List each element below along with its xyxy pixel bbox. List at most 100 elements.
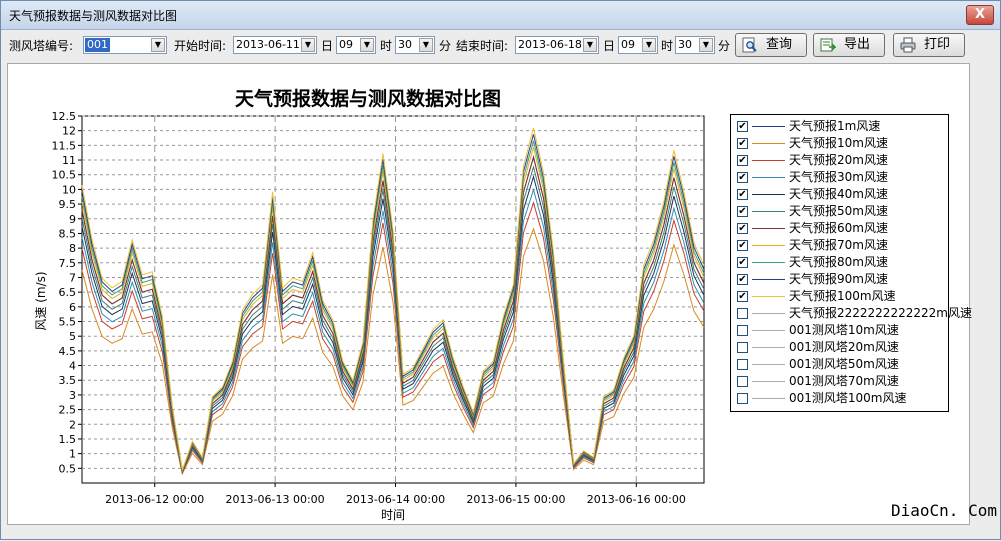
legend-swatch — [752, 211, 785, 212]
start-day-label: 日 — [321, 39, 334, 53]
legend-label: 天气预报90m风速 — [789, 272, 888, 286]
legend-item[interactable]: 001测风塔10m风速 — [731, 322, 948, 339]
query-button[interactable]: 查询 — [735, 33, 807, 57]
legend-swatch — [752, 347, 785, 348]
legend-checkbox[interactable] — [737, 393, 748, 404]
legend-checkbox[interactable]: ✔ — [737, 121, 748, 132]
end-date-picker[interactable]: 2013-06-18 ▼ — [515, 36, 599, 54]
grid-lines — [82, 115, 704, 483]
legend-label: 天气预报100m风速 — [789, 289, 896, 303]
legend-swatch — [752, 279, 785, 280]
legend-checkbox[interactable] — [737, 342, 748, 353]
start-date-picker[interactable]: 2013-06-11 ▼ — [233, 36, 317, 54]
chevron-down-icon[interactable]: ▼ — [699, 38, 713, 52]
start-minute-select[interactable]: 30 ▼ — [395, 36, 435, 54]
legend-item[interactable]: 天气预报2222222222222m风速 — [731, 305, 972, 322]
legend-item[interactable]: ✔ 天气预报20m风速 — [731, 152, 948, 169]
printer-icon — [900, 37, 916, 53]
legend-item[interactable]: ✔ 天气预报80m风速 — [731, 254, 948, 271]
y-tick-label: 12.5 — [52, 110, 77, 123]
legend-label: 天气预报60m风速 — [789, 221, 888, 235]
legend-swatch — [752, 330, 785, 331]
legend-swatch — [752, 381, 785, 382]
series-layer — [81, 127, 705, 476]
y-axis-label: 风速 (m/s) — [34, 271, 48, 330]
legend-checkbox[interactable]: ✔ — [737, 240, 748, 251]
legend-label: 001测风塔100m风速 — [789, 391, 907, 405]
legend-label: 001测风塔50m风速 — [789, 357, 899, 371]
query-label: 查询 — [766, 37, 793, 52]
chevron-down-icon[interactable]: ▼ — [301, 38, 315, 52]
y-tick-label: 9.5 — [59, 198, 77, 211]
legend-label: 001测风塔70m风速 — [789, 374, 899, 388]
y-tick-label: 5.5 — [59, 316, 77, 329]
export-button[interactable]: 导出 — [813, 33, 885, 57]
y-tick-label: 10 — [62, 183, 76, 196]
legend-checkbox[interactable] — [737, 308, 748, 319]
legend-item[interactable]: 001测风塔50m风速 — [731, 356, 948, 373]
end-minute-value: 30 — [678, 38, 692, 51]
legend-checkbox[interactable]: ✔ — [737, 155, 748, 166]
tower-select[interactable]: 001 ▼ — [83, 36, 167, 54]
chevron-down-icon[interactable]: ▼ — [360, 38, 374, 52]
window-title: 天气预报数据与测风数据对比图 — [9, 9, 178, 23]
end-minute-select[interactable]: 30 ▼ — [675, 36, 715, 54]
legend-item[interactable]: ✔ 天气预报90m风速 — [731, 271, 948, 288]
legend-checkbox[interactable]: ✔ — [737, 206, 748, 217]
legend-checkbox[interactable]: ✔ — [737, 223, 748, 234]
y-tick-label: 6 — [69, 301, 76, 314]
legend-checkbox[interactable]: ✔ — [737, 138, 748, 149]
legend-checkbox[interactable] — [737, 359, 748, 370]
export-icon — [820, 38, 836, 52]
legend-checkbox[interactable] — [737, 376, 748, 387]
tower-label: 测风塔编号: — [9, 39, 74, 53]
legend-checkbox[interactable]: ✔ — [737, 172, 748, 183]
legend-item[interactable]: ✔ 天气预报40m风速 — [731, 186, 948, 203]
legend-item[interactable]: ✔ 天气预报70m风速 — [731, 237, 948, 254]
y-tick-label: 12 — [62, 125, 76, 138]
legend-swatch — [752, 177, 785, 178]
print-label: 打印 — [924, 37, 951, 52]
title-bar[interactable]: 天气预报数据与测风数据对比图 X — [1, 1, 1000, 30]
legend-item[interactable]: 001测风塔70m风速 — [731, 373, 948, 390]
legend-item[interactable]: ✔ 天气预报100m风速 — [731, 288, 948, 305]
legend-swatch — [752, 296, 785, 297]
close-button[interactable]: X — [966, 5, 994, 25]
legend-label: 天气预报50m风速 — [789, 204, 888, 218]
legend-checkbox[interactable] — [737, 325, 748, 336]
series-line-10 — [81, 127, 705, 471]
legend-checkbox[interactable]: ✔ — [737, 257, 748, 268]
legend-item[interactable]: 001测风塔100m风速 — [731, 390, 948, 407]
y-tick-label: 5 — [69, 330, 76, 343]
end-hour-label: 时 — [661, 39, 674, 53]
end-minute-label: 分 — [718, 39, 731, 53]
legend-item[interactable]: ✔ 天气预报50m风速 — [731, 203, 948, 220]
legend-item[interactable]: ✔ 天气预报30m风速 — [731, 169, 948, 186]
chevron-down-icon[interactable]: ▼ — [642, 38, 656, 52]
y-tick-label: 8 — [69, 242, 76, 255]
legend-checkbox[interactable]: ✔ — [737, 291, 748, 302]
legend-item[interactable]: 001测风塔20m风速 — [731, 339, 948, 356]
y-tick-label: 4.5 — [59, 345, 77, 358]
legend-item[interactable]: ✔ 天气预报10m风速 — [731, 135, 948, 152]
legend-label: 天气预报70m风速 — [789, 238, 888, 252]
chevron-down-icon[interactable]: ▼ — [419, 38, 433, 52]
start-hour-value: 09 — [339, 38, 353, 51]
end-hour-select[interactable]: 09 ▼ — [618, 36, 658, 54]
chevron-down-icon[interactable]: ▼ — [151, 38, 165, 52]
legend-checkbox[interactable]: ✔ — [737, 189, 748, 200]
end-time-label: 结束时间: — [456, 39, 509, 53]
legend-label: 天气预报20m风速 — [789, 153, 888, 167]
x-tick-label: 2013-06-15 00:00 — [466, 493, 565, 506]
legend-item[interactable]: ✔ 天气预报60m风速 — [731, 220, 948, 237]
start-time-label: 开始时间: — [174, 39, 227, 53]
legend-checkbox[interactable]: ✔ — [737, 274, 748, 285]
x-tick-label: 2013-06-12 00:00 — [105, 493, 204, 506]
start-hour-select[interactable]: 09 ▼ — [336, 36, 376, 54]
end-day-label: 日 — [603, 39, 616, 53]
print-button[interactable]: 打印 — [893, 33, 965, 57]
chevron-down-icon[interactable]: ▼ — [583, 38, 597, 52]
legend-label: 天气预报80m风速 — [789, 255, 888, 269]
legend-item[interactable]: ✔ 天气预报1m风速 — [731, 118, 948, 135]
